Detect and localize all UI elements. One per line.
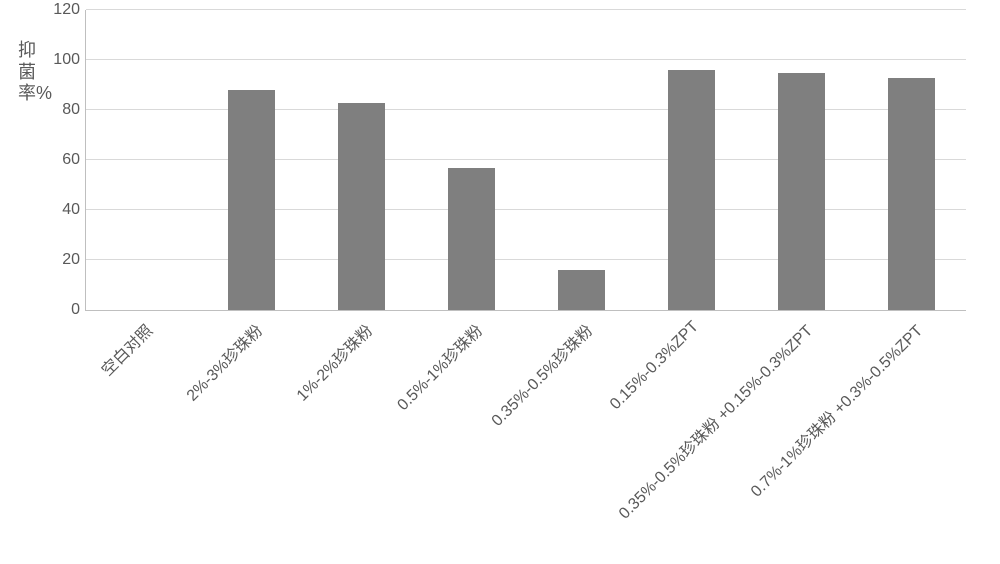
y-tick-label: 60 (62, 151, 80, 169)
x-label-slot: 0.7%-1%珍珠粉 +0.3%-0.5%ZPT (855, 314, 965, 554)
y-axis-title: 抑菌率% (18, 40, 38, 105)
bar (668, 70, 715, 310)
y-tick-label: 100 (53, 51, 80, 69)
plot-area: 020406080100120 (85, 10, 966, 311)
x-label-slot: 1%-2%珍珠粉 (305, 314, 415, 554)
x-label-slot: 空白对照 (85, 314, 195, 554)
bars-container (86, 10, 966, 310)
y-tick-label: 20 (62, 251, 80, 269)
bar (448, 168, 495, 311)
bar-chart: 抑菌率% 020406080100120 空白对照2%-3%珍珠粉1%-2%珍珠… (0, 0, 1000, 564)
bar (778, 73, 825, 311)
bar (888, 78, 935, 311)
bar (338, 103, 385, 311)
y-tick-label: 120 (53, 1, 80, 19)
bar-slot (196, 10, 306, 310)
y-tick-label: 40 (62, 201, 80, 219)
bar-slot (746, 10, 856, 310)
x-label-slot: 0.5%-1%珍珠粉 (415, 314, 525, 554)
bar-slot (856, 10, 966, 310)
y-tick-label: 0 (71, 301, 80, 319)
bar (228, 90, 275, 310)
bar-slot (306, 10, 416, 310)
x-labels-container: 空白对照 2%-3%珍珠粉1%-2%珍珠粉0.5%-1%珍珠粉0.35%-0.5%… (85, 314, 965, 554)
x-label-slot: 0.35%-0.5%珍珠粉 (525, 314, 635, 554)
bar-slot (526, 10, 636, 310)
y-tick-label: 80 (62, 101, 80, 119)
bar (558, 270, 605, 310)
bar-slot (86, 10, 196, 310)
x-label-slot: 2%-3%珍珠粉 (195, 314, 305, 554)
x-tick-label: 空白对照 (95, 318, 157, 380)
bar-slot (636, 10, 746, 310)
bar-slot (416, 10, 526, 310)
